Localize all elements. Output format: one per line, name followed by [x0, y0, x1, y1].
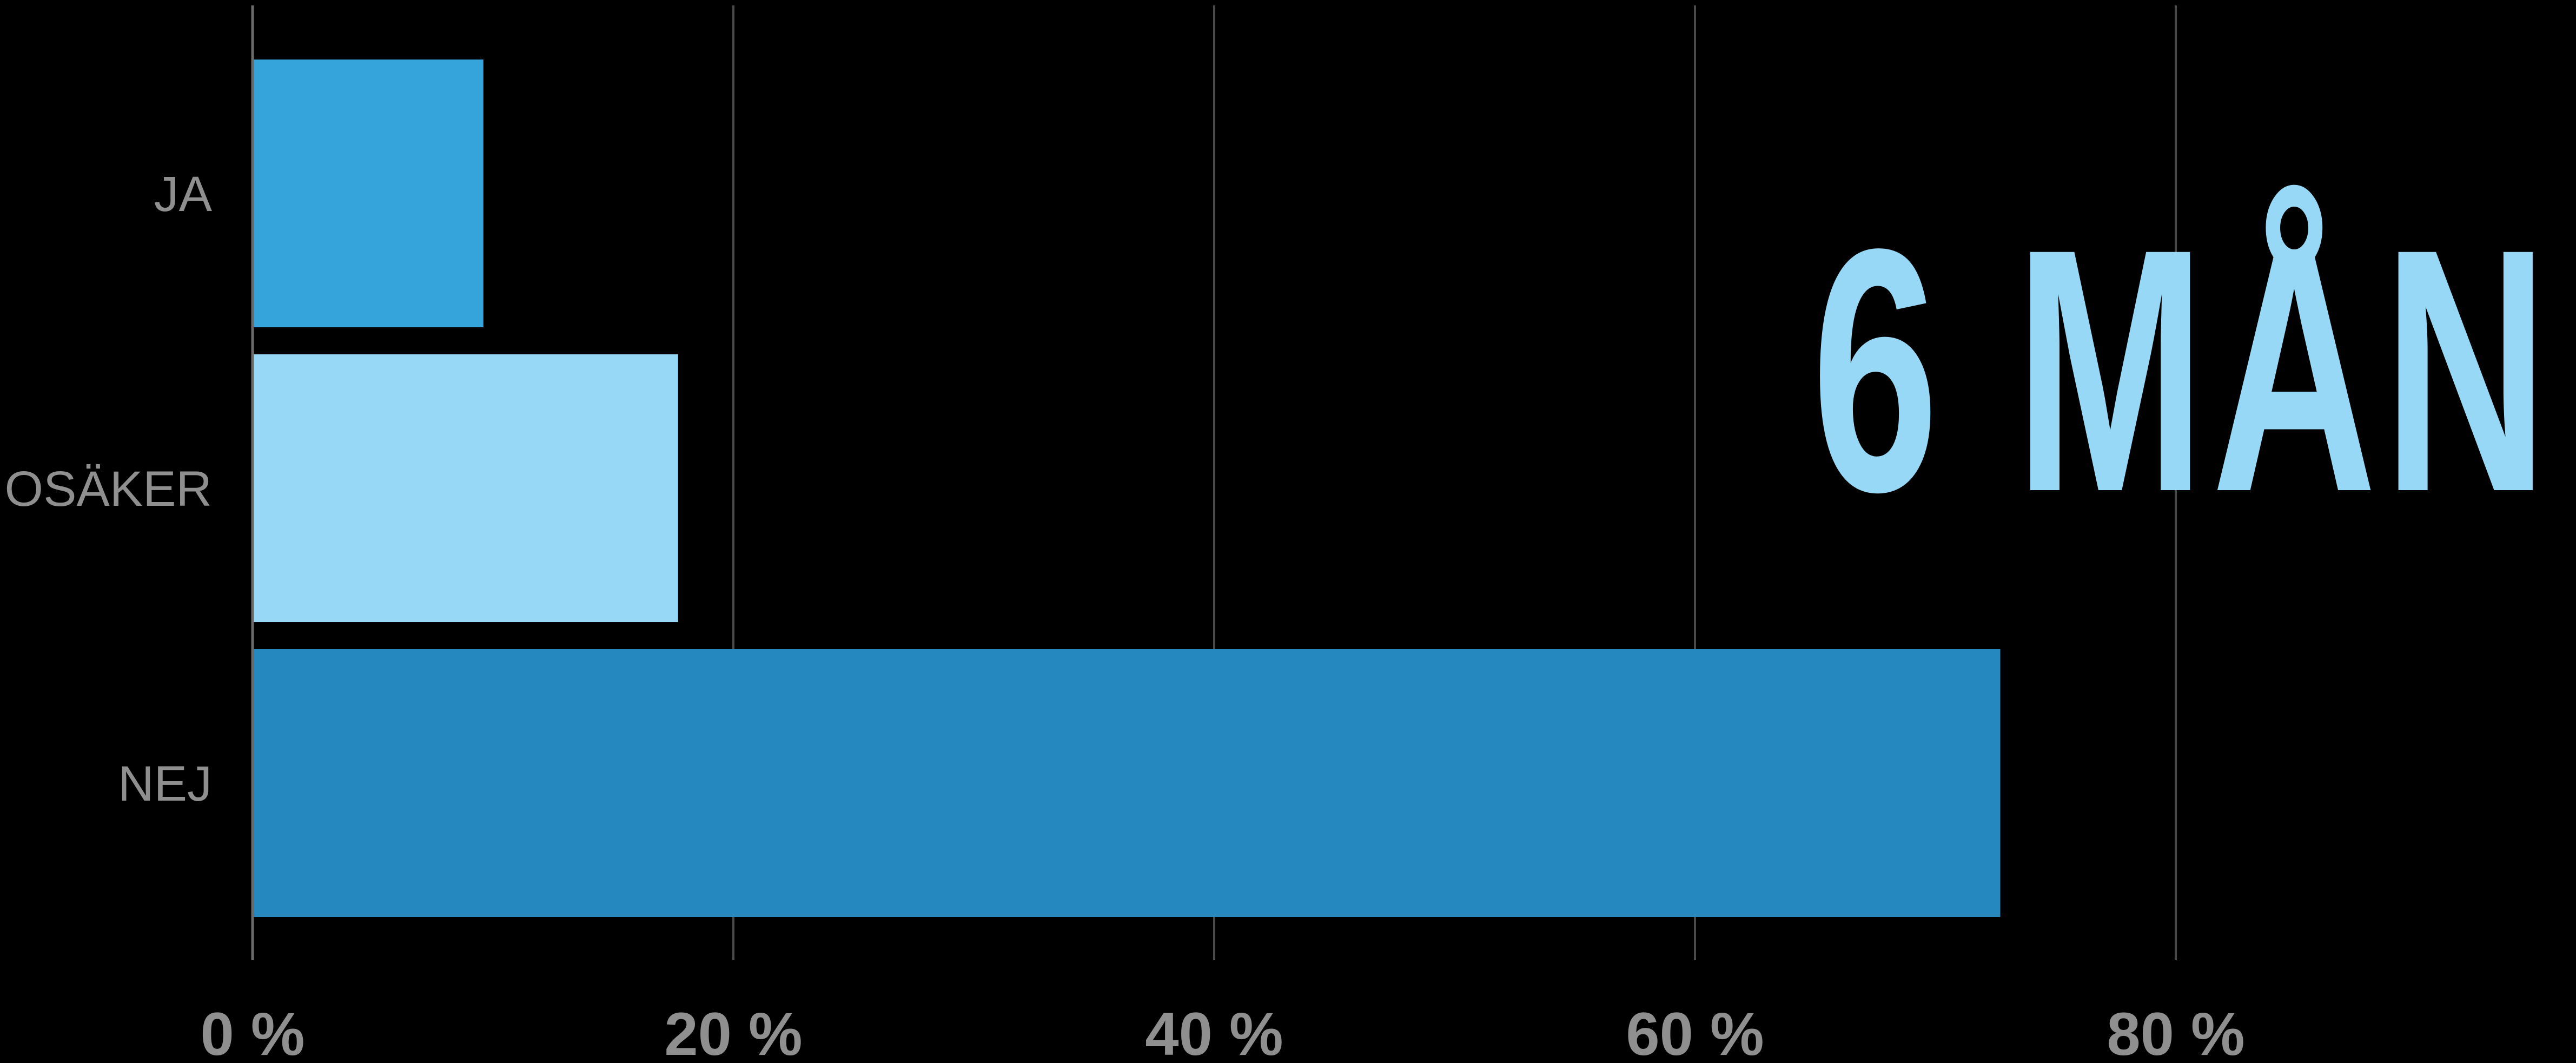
bars: [253, 60, 2001, 917]
bar-osäker: [253, 354, 678, 622]
category-labels: JA OSÄKER NEJ: [5, 167, 213, 811]
x-tick-label-80: 80 %: [2107, 1000, 2244, 1063]
category-label-osäker: OSÄKER: [5, 461, 212, 517]
chart-title: 6 MÅN: [1811, 177, 2554, 564]
x-tick-label-60: 60 %: [1626, 1000, 1764, 1063]
x-tick-label-0: 0 %: [201, 1000, 305, 1063]
x-tick-labels: 0 % 20 % 40 % 60 % 80 %: [201, 1000, 2245, 1063]
bar-nej: [253, 649, 2001, 917]
category-label-nej: NEJ: [118, 756, 212, 811]
category-label-ja: JA: [154, 167, 213, 222]
x-tick-label-20: 20 %: [664, 1000, 802, 1063]
x-tick-label-40: 40 %: [1145, 1000, 1283, 1063]
bar-ja: [253, 60, 484, 327]
